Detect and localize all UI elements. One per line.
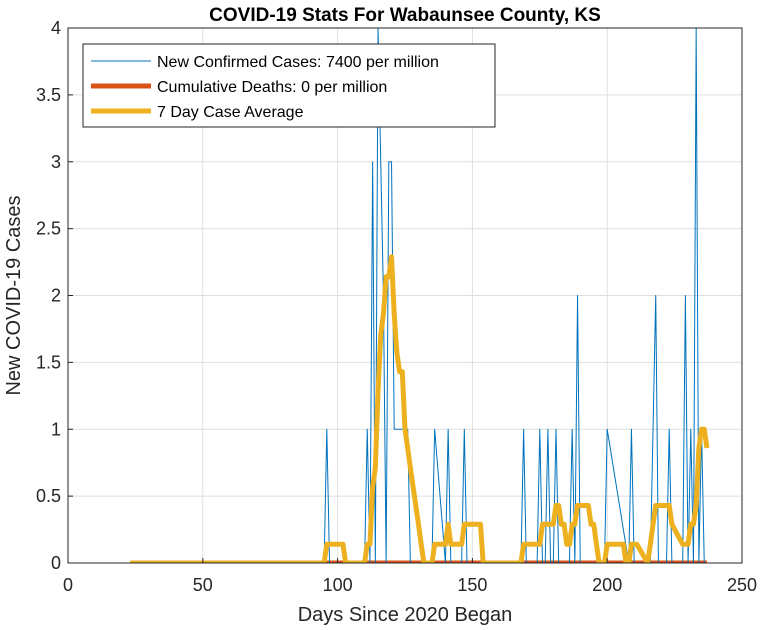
x-axis-label: Days Since 2020 Began [298,604,513,626]
plot-lines [130,28,710,563]
x-tick-label: 200 [592,575,622,595]
y-tick-label: 3.5 [36,85,61,105]
x-tick-label: 150 [457,575,487,595]
legend-box [82,43,496,128]
x-tick-label: 0 [63,575,73,595]
y-tick-label: 2 [51,286,61,306]
y-tick-label: 1 [51,419,61,439]
y-tick-label: 4 [51,18,61,38]
y-tick-label: 3 [51,152,61,172]
y-tick-label: 0 [51,553,61,573]
axis-ticks: 0 50 100 150 200 250 0 0.5 1 1.5 2 2.5 3 3.5 4 [36,18,757,595]
y-tick-label: 1.5 [36,352,61,372]
seven-day-average-line [130,254,710,563]
legend-entry-deaths: Cumulative Deaths: 0 per million [157,79,387,96]
legend-entry-new-cases: New Confirmed Cases: 7400 per million [157,54,439,71]
legend-entry-average: 7 Day Case Average [157,104,304,121]
y-axis-label: New COVID-19 Cases [3,195,25,395]
x-tick-label: 100 [323,575,353,595]
chart-title: COVID-19 Stats For Wabaunsee County, KS [209,5,601,26]
y-tick-label: 0.5 [36,486,61,506]
y-tick-label: 2.5 [36,219,61,239]
new-cases-line [130,28,707,563]
legend: New Confirmed Cases: 7400 per million Cum… [82,43,496,128]
x-tick-label: 250 [727,575,757,595]
x-tick-label: 50 [193,575,213,595]
